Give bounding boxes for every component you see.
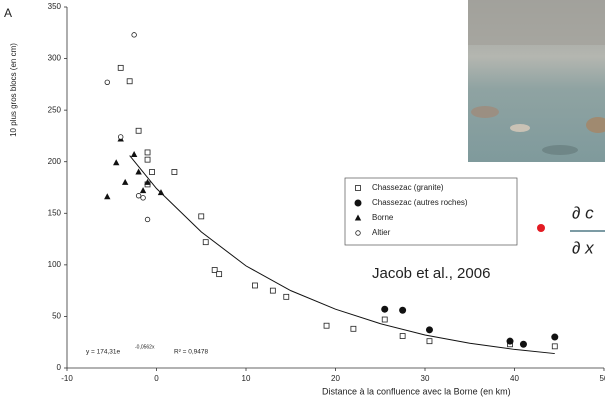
marker-dot: [506, 337, 514, 345]
equation-base: y = 174,31e: [86, 349, 121, 356]
marker-dot: [551, 333, 559, 341]
formula-denominator: ∂ x: [572, 238, 594, 257]
marker-square: [551, 343, 558, 350]
marker-square: [198, 213, 205, 220]
legend: [344, 177, 518, 246]
marker-triangle: [157, 189, 165, 196]
marker-square: [399, 333, 406, 339]
x-tick-label: -10: [61, 374, 73, 383]
trendline: [129, 155, 555, 355]
marker-dot: [425, 326, 433, 334]
marker-triangle: [135, 168, 142, 175]
marker-circle: [140, 195, 146, 201]
x-tick-label: 10: [242, 374, 251, 383]
marker-circle: [131, 32, 137, 38]
marker-dot: [399, 306, 407, 314]
marker-triangle: [139, 187, 147, 194]
marker-square: [426, 338, 433, 345]
y-tick-label: 50: [52, 312, 61, 321]
x-tick-label: 20: [331, 374, 340, 383]
legend-label: Borne: [372, 213, 394, 222]
legend-marker: [354, 199, 362, 207]
photo: [468, 0, 605, 162]
marker-square: [126, 78, 133, 85]
equation: y = 174,31e -0,0562x R² = 0,9478: [86, 344, 209, 355]
y-axis-label: 10 plus gros blocs (en cm): [9, 43, 18, 137]
marker-triangle: [104, 193, 111, 200]
formula: ∂ c ∂ x: [570, 203, 605, 257]
marker-dot: [381, 305, 389, 313]
y-tick-label: 0: [57, 363, 62, 372]
x-tick-label: 30: [421, 374, 430, 383]
marker-square: [211, 267, 218, 273]
marker-square: [202, 239, 209, 246]
y-tick-label: 150: [48, 208, 62, 217]
y-tick-label: 250: [48, 105, 62, 114]
equation-exponent: -0,0562x: [135, 344, 155, 350]
annotation: Jacob et al., 2006: [372, 265, 490, 282]
marker-square: [283, 293, 290, 300]
marker-square: [350, 325, 357, 332]
marker-triangle: [113, 159, 120, 166]
y-tick-label: 300: [48, 54, 62, 63]
y-tick-label: 350: [48, 2, 62, 11]
marker-triangle: [121, 178, 129, 185]
marker-square: [269, 287, 276, 294]
marker-square: [216, 271, 223, 278]
marker-circle: [104, 79, 110, 85]
marker-square: [171, 169, 178, 175]
x-axis-label: Distance à la confluence avec la Borne (…: [322, 386, 511, 396]
marker-dot: [519, 340, 527, 348]
legend-label: Altier: [372, 228, 391, 237]
legend-marker: [354, 214, 362, 221]
x-tick-label: 0: [154, 374, 159, 383]
legend-label: Chassezac (autres roches): [372, 198, 468, 207]
y-tick-label: 200: [48, 157, 62, 166]
x-tick-label: 40: [510, 374, 519, 383]
x-tick-label: 50: [600, 374, 605, 383]
marker-square: [149, 169, 155, 175]
equation-r2: R² = 0,9478: [174, 349, 209, 356]
marker-square: [144, 156, 151, 163]
marker-triangle: [130, 150, 138, 157]
marker-square: [135, 127, 142, 134]
y-tick-label: 100: [48, 260, 62, 269]
formula-numerator: ∂ c: [572, 203, 594, 222]
marker-triangle: [144, 178, 151, 185]
marker-square: [117, 64, 124, 71]
marker-square: [144, 149, 151, 156]
marker-circle: [117, 134, 124, 140]
marker-square: [252, 282, 258, 289]
marker-circle: [144, 216, 151, 223]
marker-circle: [135, 193, 142, 199]
panel-label: A: [4, 6, 12, 20]
legend-marker: [355, 185, 361, 191]
legend-marker: [355, 230, 361, 236]
bullet: [537, 224, 545, 232]
marker-square: [381, 316, 388, 323]
legend-label: Chassezac (granite): [372, 183, 444, 192]
marker-square: [323, 322, 330, 329]
